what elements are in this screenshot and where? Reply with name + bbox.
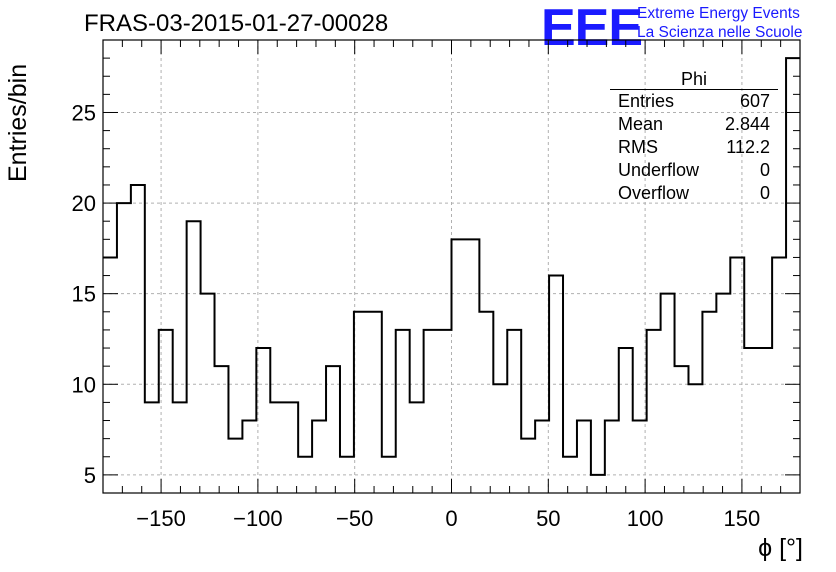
stats-value: 0: [759, 160, 770, 180]
stats-value: 112.2: [726, 137, 770, 157]
logo-line-2: La Scienza nelle Scuole: [637, 24, 803, 41]
x-tick-label: −50: [336, 506, 373, 531]
stats-value: 0: [759, 183, 770, 203]
y-tick-label: 20: [72, 191, 96, 216]
stats-label: Entries: [618, 91, 675, 111]
stats-label: Mean: [618, 114, 664, 134]
stats-label: Overflow: [618, 183, 690, 203]
stats-rows: Entries 607 Mean 2.844 RMS 112.2 Underflow 0 Ove…: [610, 90, 778, 205]
y-tick-label: 5: [84, 463, 96, 488]
x-axis-label: ϕ [°]: [758, 534, 803, 562]
stats-row: Overflow 0: [610, 182, 778, 205]
stats-value: 607: [739, 91, 770, 111]
histogram-series: [103, 57, 800, 476]
logo-line-1: Extreme Energy Events: [637, 5, 800, 22]
y-tick-label: 25: [72, 100, 96, 125]
logo-caption: Extreme Energy Events La Scienza nelle S…: [637, 4, 802, 42]
y-axis-label: Entries/bin: [4, 63, 32, 182]
y-tick-label: 10: [72, 372, 96, 397]
stats-box: Phi Entries 607 Mean 2.844 RMS 112.2 Underflow…: [610, 69, 778, 205]
eee-logo: EEE: [541, 0, 643, 57]
plot-frame: [102, 39, 801, 494]
stats-title: Phi: [610, 69, 778, 90]
x-tick-label: −150: [136, 506, 186, 531]
x-tick-label: 100: [627, 506, 664, 531]
stats-value: 2.844: [724, 114, 770, 134]
x-tick-label: −100: [233, 506, 283, 531]
x-tick-label: 50: [536, 506, 560, 531]
stats-label: RMS: [618, 137, 658, 157]
x-tick-label: 150: [724, 506, 761, 531]
stats-row: RMS 112.2: [610, 136, 778, 159]
x-tick-label: 0: [445, 506, 457, 531]
stats-row: Underflow 0: [610, 159, 778, 182]
stats-row: Entries 607: [610, 90, 778, 113]
stats-label: Underflow: [618, 160, 700, 180]
run-title: FRAS-03-2015-01-27-00028: [84, 10, 389, 37]
stats-row: Mean 2.844: [610, 113, 778, 136]
y-tick-label: 15: [72, 282, 96, 307]
